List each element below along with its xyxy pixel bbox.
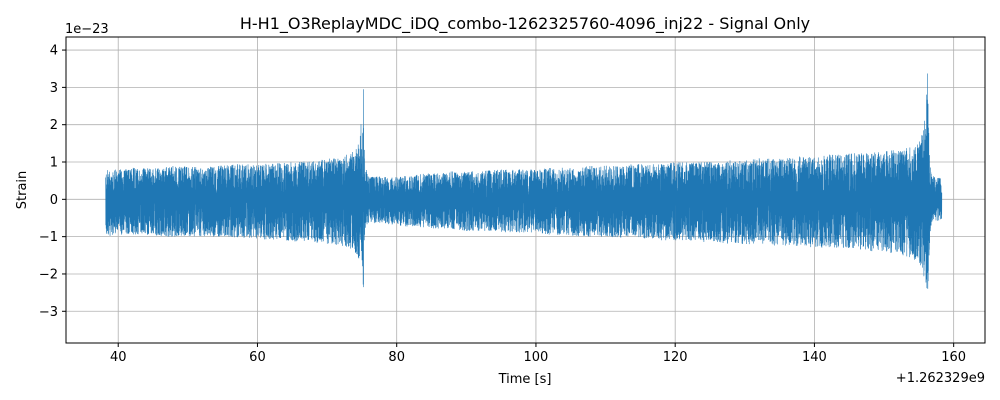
axes-frame xyxy=(65,36,986,344)
x-tick-label: 80 xyxy=(388,350,405,365)
y-scale-label: 1e−23 xyxy=(65,22,109,37)
signal-series xyxy=(105,73,943,289)
chart-title: H-H1_O3ReplayMDC_iDQ_combo-1262325760-40… xyxy=(240,14,810,34)
axis-ticks: 40 60 80 100 120 140 160 −3 −2 −1 0 1 2 3 4 xyxy=(39,44,966,365)
x-tick-label: 160 xyxy=(941,350,966,365)
x-tick-label: 40 xyxy=(110,350,127,365)
y-tick-label: −3 xyxy=(39,305,58,320)
y-tick-label: −1 xyxy=(39,230,58,245)
x-tick-label: 140 xyxy=(802,350,827,365)
x-tick-label: 60 xyxy=(249,350,266,365)
signal-line xyxy=(105,73,943,289)
x-axis-label: Time [s] xyxy=(498,372,552,387)
y-tick-label: −2 xyxy=(39,267,58,282)
y-axis-label: Strain xyxy=(15,171,30,210)
x-offset-label: +1.262329e9 xyxy=(896,371,985,386)
y-tick-label: 1 xyxy=(50,156,58,171)
x-tick-label: 100 xyxy=(524,350,549,365)
y-tick-label: 3 xyxy=(50,81,58,96)
y-tick-label: 4 xyxy=(50,44,58,59)
x-tick-label: 120 xyxy=(663,350,688,365)
y-tick-label: 0 xyxy=(50,193,58,208)
y-tick-label: 2 xyxy=(50,118,58,133)
